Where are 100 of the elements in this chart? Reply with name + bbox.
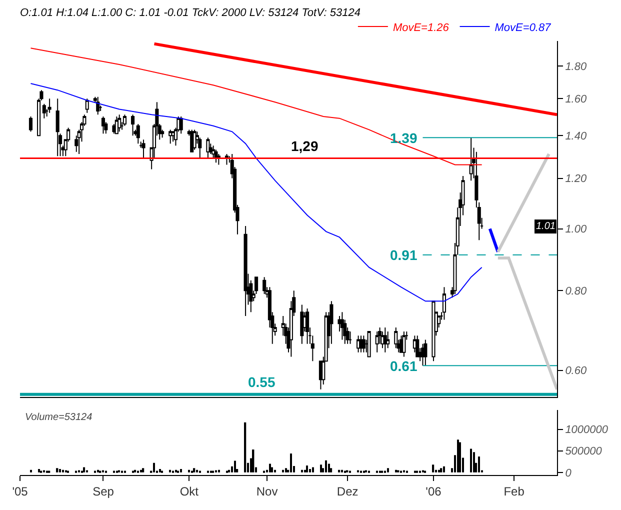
y-tick-label: 1.80 <box>565 60 588 73</box>
bar <box>62 470 64 472</box>
bar <box>59 468 61 472</box>
candlestick <box>394 327 398 349</box>
candlestick <box>28 116 33 132</box>
bar <box>338 470 340 472</box>
bar <box>387 468 389 472</box>
bar <box>304 470 306 472</box>
bar <box>180 468 182 472</box>
y-tick-label: 500000 <box>565 446 603 458</box>
bar <box>175 470 177 472</box>
candlestick <box>359 335 363 353</box>
bar <box>271 467 273 472</box>
x-tick-label: Sep <box>92 484 114 498</box>
candlestick <box>330 300 334 344</box>
y-tick-label: 1.40 <box>565 130 588 142</box>
bar <box>188 470 190 472</box>
candlestick <box>179 116 183 134</box>
annotation: 0.61 <box>390 358 418 374</box>
bar <box>169 470 171 472</box>
bar <box>140 470 142 472</box>
ref-line-label: 1,29 <box>291 138 318 154</box>
bar <box>438 470 440 472</box>
annotation: 0.91 <box>390 247 418 263</box>
bar <box>290 453 292 472</box>
candlestick <box>122 114 126 126</box>
candlestick <box>168 129 172 144</box>
candlestick <box>348 331 352 344</box>
bar <box>330 468 332 472</box>
candlestick <box>424 339 428 366</box>
bar <box>97 470 99 472</box>
y-tick-label: 0.60 <box>565 365 588 378</box>
candlestick <box>432 300 436 362</box>
bar <box>473 452 475 472</box>
bar <box>341 470 343 472</box>
candlestick <box>118 114 122 132</box>
candlestick <box>262 276 266 295</box>
x-tick-label: Feb <box>504 484 525 498</box>
bar <box>30 470 32 472</box>
candlestick <box>214 149 218 164</box>
bar <box>312 467 314 472</box>
candlestick <box>383 327 387 353</box>
bar <box>282 470 284 472</box>
bar <box>395 470 397 472</box>
line-series <box>30 82 482 302</box>
bar <box>244 422 246 472</box>
bar <box>432 464 434 472</box>
candlestick <box>340 312 344 340</box>
bar <box>306 466 308 472</box>
candlestick <box>442 286 446 320</box>
y-tick-label: 1000000 <box>565 424 609 436</box>
bar <box>218 470 220 472</box>
x-tick-label: Dez <box>336 484 358 498</box>
bar <box>159 468 161 472</box>
bar <box>228 470 230 472</box>
x-tick-label: '05 <box>12 484 28 498</box>
candlestick <box>206 137 210 159</box>
x-tick-label: '06 <box>426 484 442 498</box>
bar <box>478 456 480 472</box>
y-tick-label: 0.80 <box>565 285 588 298</box>
y-tick-label: 1.00 <box>565 224 588 236</box>
bar <box>83 467 86 472</box>
candlestick <box>56 98 60 157</box>
bar <box>196 470 198 472</box>
candlestick <box>48 98 52 114</box>
candlestick <box>367 331 371 358</box>
bar <box>301 470 303 472</box>
candlestick <box>130 114 135 136</box>
bar <box>252 450 254 472</box>
bar <box>285 468 287 472</box>
bar <box>470 448 472 472</box>
bar <box>56 468 58 472</box>
legend-label: MovE=0.87 <box>494 22 552 34</box>
bar <box>234 460 236 472</box>
legend-label: MovE=1.26 <box>392 22 450 34</box>
candlestick <box>300 304 304 344</box>
chart-title: O:1.01 H:1.04 L:1.00 C: 1.01 -0.01 TckV: 2000 LV: 53124 TotV: 53124 <box>20 6 360 19</box>
annotation: 1.39 <box>390 130 418 146</box>
x-tick-label: Nov <box>256 484 278 498</box>
bar <box>325 460 327 472</box>
candlestick <box>469 137 473 182</box>
bar <box>153 462 155 472</box>
candlestick <box>85 98 89 114</box>
chart-title: Volume=53124 <box>25 412 93 423</box>
candlestick <box>416 335 420 358</box>
bar <box>320 464 322 472</box>
bar <box>134 470 136 472</box>
ref-line-label: 0.55 <box>248 374 276 390</box>
bar <box>440 468 442 472</box>
y-tick-label: 1.20 <box>565 173 588 186</box>
candlestick <box>101 116 106 134</box>
candlestick <box>386 331 390 349</box>
candlestick <box>96 96 100 116</box>
bar <box>142 468 144 472</box>
annotation: 1.01 <box>536 221 556 232</box>
bar <box>443 466 445 472</box>
bar <box>309 468 311 472</box>
bar <box>457 440 459 472</box>
candlestick <box>306 308 310 344</box>
bar <box>459 442 461 472</box>
